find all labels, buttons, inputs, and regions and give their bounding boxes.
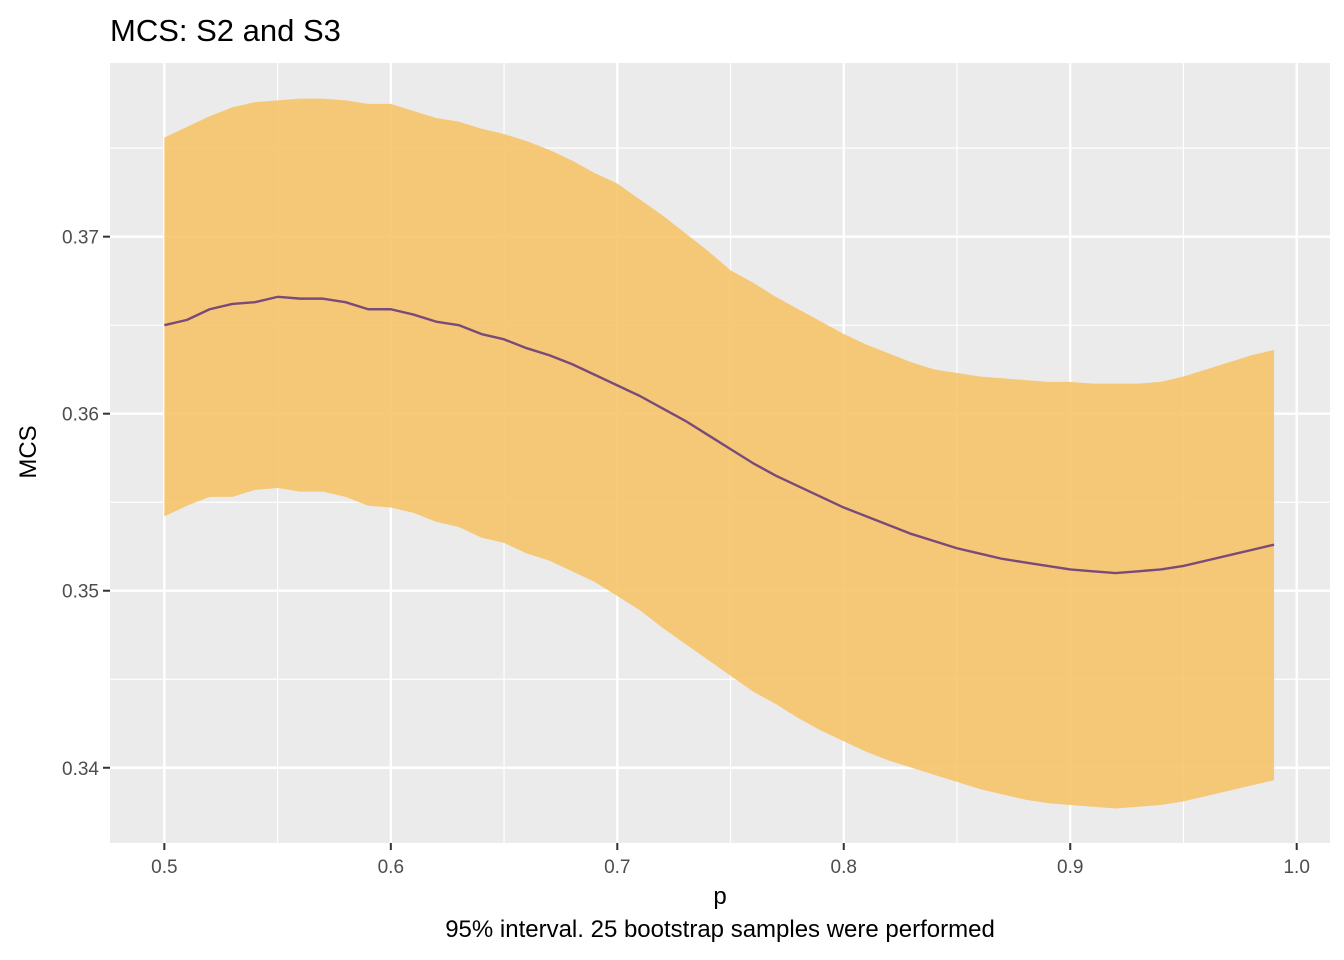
chart-caption: 95% interval. 25 bootstrap samples were … <box>445 916 995 943</box>
x-tick-label: 0.9 <box>1057 857 1083 878</box>
x-tick-label: 0.7 <box>604 857 630 878</box>
chart-title: MCS: S2 and S3 <box>110 13 341 48</box>
x-axis-title: p <box>713 883 726 910</box>
mcs-line <box>164 295 1275 575</box>
y-tick-label: 0.34 <box>62 759 99 780</box>
x-axis: 0.5 0.6 0.7 0.8 0.9 1.0 <box>151 843 1310 878</box>
y-tick-label: 0.35 <box>62 582 99 603</box>
x-tick-label: 0.6 <box>378 857 404 878</box>
x-tick-label: 0.5 <box>151 857 177 878</box>
y-tick-label: 0.36 <box>62 405 99 426</box>
y-axis: 0.34 0.35 0.36 0.37 <box>62 228 110 780</box>
y-tick-label: 0.37 <box>62 228 99 249</box>
x-tick-label: 0.8 <box>831 857 857 878</box>
y-axis-title: MCS <box>15 425 42 478</box>
confidence-ribbon <box>164 98 1275 809</box>
x-tick-label: 1.0 <box>1283 857 1309 878</box>
